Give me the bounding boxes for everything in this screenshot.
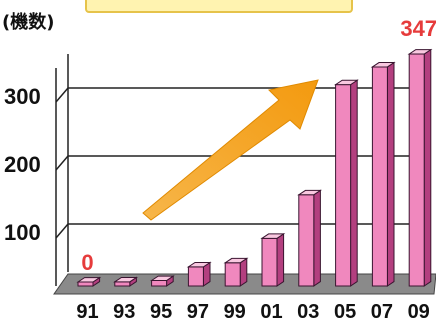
bar-front <box>371 66 388 287</box>
data-label: 347 <box>400 16 436 41</box>
x-tick-label: 97 <box>187 301 209 323</box>
data-labels: 0 347 <box>81 16 436 275</box>
bar-front <box>114 281 131 287</box>
bar-front <box>224 262 241 287</box>
x-tick-label: 01 <box>260 301 282 323</box>
bar-front <box>77 281 94 287</box>
bar-top <box>113 276 139 283</box>
bars <box>76 48 433 287</box>
bar <box>297 189 323 287</box>
bar <box>76 276 102 287</box>
x-tick-label: 03 <box>297 301 319 323</box>
gridline <box>55 155 69 171</box>
bar-side <box>313 189 321 287</box>
unit-label: (機数) <box>2 11 54 33</box>
bar-top <box>76 277 102 283</box>
bar-top <box>333 79 359 86</box>
bar-top <box>370 62 396 68</box>
bar-top <box>223 257 249 264</box>
bar-top <box>149 275 175 281</box>
x-tick-label: 93 <box>113 301 135 323</box>
bar-side <box>276 232 285 287</box>
x-tick-label: 91 <box>76 301 98 323</box>
gridline <box>55 87 69 103</box>
bar <box>333 79 359 287</box>
gridline <box>55 223 69 239</box>
bar-top <box>297 189 323 196</box>
bar-front <box>261 237 278 287</box>
bar <box>370 61 396 287</box>
gridlines <box>55 54 430 286</box>
bar-top <box>260 233 286 239</box>
bar-side <box>423 48 432 287</box>
y-tick-label: 100 <box>4 220 41 245</box>
y-tick-label: 200 <box>4 152 41 177</box>
bar <box>223 257 249 287</box>
bar-front <box>298 194 315 287</box>
x-axis-ticks: 91 93 95 97 99 01 03 05 07 09 <box>76 301 429 323</box>
x-tick-label: 99 <box>224 301 246 323</box>
bar-front <box>187 266 204 287</box>
bar-side <box>386 61 395 287</box>
y-axis-ticks: 100 200 300 <box>4 84 41 245</box>
bar-top <box>407 49 433 55</box>
title-banner <box>85 0 353 13</box>
x-tick-label: 09 <box>408 301 430 323</box>
x-tick-label: 07 <box>371 301 393 323</box>
y-tick-label: 300 <box>4 84 41 109</box>
bar-side <box>350 79 358 287</box>
bar-front <box>151 279 168 287</box>
bar <box>186 261 212 287</box>
bar <box>260 232 286 287</box>
bar-front <box>335 84 352 287</box>
bar <box>149 275 175 287</box>
data-label: 0 <box>81 250 93 275</box>
bar-top <box>186 261 212 268</box>
x-tick-label: 95 <box>150 301 172 323</box>
bar <box>407 48 433 287</box>
trend-arrow <box>142 79 319 221</box>
bar-front <box>408 53 425 287</box>
x-tick-label: 05 <box>334 301 356 323</box>
bar <box>113 276 139 287</box>
